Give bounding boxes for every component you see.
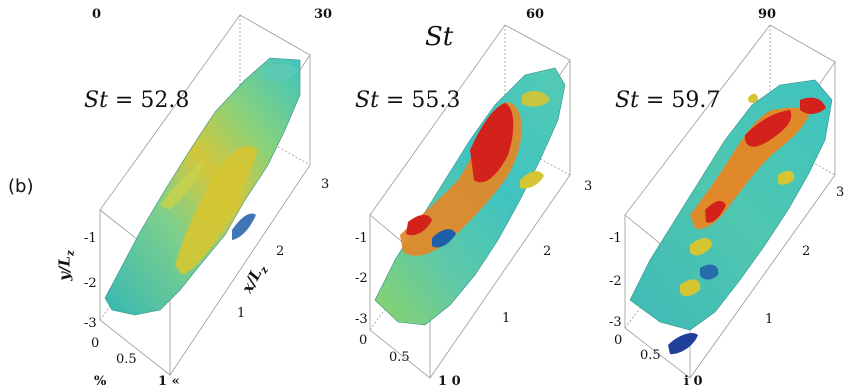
panel-2-y-tick-2: -2 [355, 271, 368, 286]
panel-1-x-tick-3: 3 [321, 177, 330, 192]
panel-3-red-structure [690, 107, 810, 229]
colorbar-tick-60: 60 [526, 7, 545, 22]
panel-3-y-tick-2: -2 [609, 274, 622, 289]
panel-2-z-tick-0: 0 [359, 333, 368, 348]
panel-1-z-tick-0: 0 [91, 336, 100, 351]
panel-2-x-tick-3: 3 [584, 179, 593, 194]
panel-1-x-tick-2: 2 [276, 244, 285, 259]
panel-1-z-tick-05: 0.5 [116, 352, 137, 367]
panel-1-y-tick-2: -2 [84, 276, 97, 291]
panel-1-st-label: St = 52.8 [84, 88, 190, 113]
panel-2-z-tick-05: 0.5 [389, 350, 410, 365]
panel-3-x-tick-1: 1 [765, 312, 774, 327]
panel-1-x-tick-1: 1 [237, 306, 246, 321]
panel-1-yellow-ridge [175, 146, 258, 275]
panel-3-z-tick-05: 0.5 [640, 348, 661, 363]
panel-label: (b) [8, 176, 34, 197]
colorbar-tick-30: 30 [314, 7, 333, 22]
panel-2-st-label: St = 55.3 [355, 88, 461, 113]
colorbar-tick-0: 0 [92, 7, 102, 22]
panel-3-z-tick-0: 0 [614, 333, 623, 348]
panel-3-x-tick-3: 3 [836, 185, 845, 200]
panel-2-y-tick-1: -1 [355, 231, 368, 246]
bottom-mark-4: i 0 [684, 374, 703, 389]
bottom-mark-3: 1 0 [438, 374, 461, 389]
bottom-mark-1: % [94, 374, 107, 389]
panel-1-y-tick-1: -1 [84, 231, 97, 246]
panel-2-x-tick-1: 1 [502, 311, 511, 326]
panel-3-x-tick-2: 2 [802, 244, 811, 259]
panel-2-y-tick-3: -3 [355, 312, 368, 327]
panel-1-y-tick-3: -3 [84, 316, 97, 331]
colorbar-tick-90: 90 [758, 7, 777, 22]
bottom-mark-2: 1 « [158, 374, 180, 389]
panel-3-y-tick-3: -3 [609, 315, 622, 330]
panel-2-x-tick-2: 2 [543, 244, 552, 259]
panel-1-isosurface [104, 57, 301, 316]
panel-3-st-label: St = 59.7 [615, 88, 721, 113]
panel-3-y-tick-1: -1 [609, 231, 622, 246]
colorbar-title: St [425, 22, 454, 52]
